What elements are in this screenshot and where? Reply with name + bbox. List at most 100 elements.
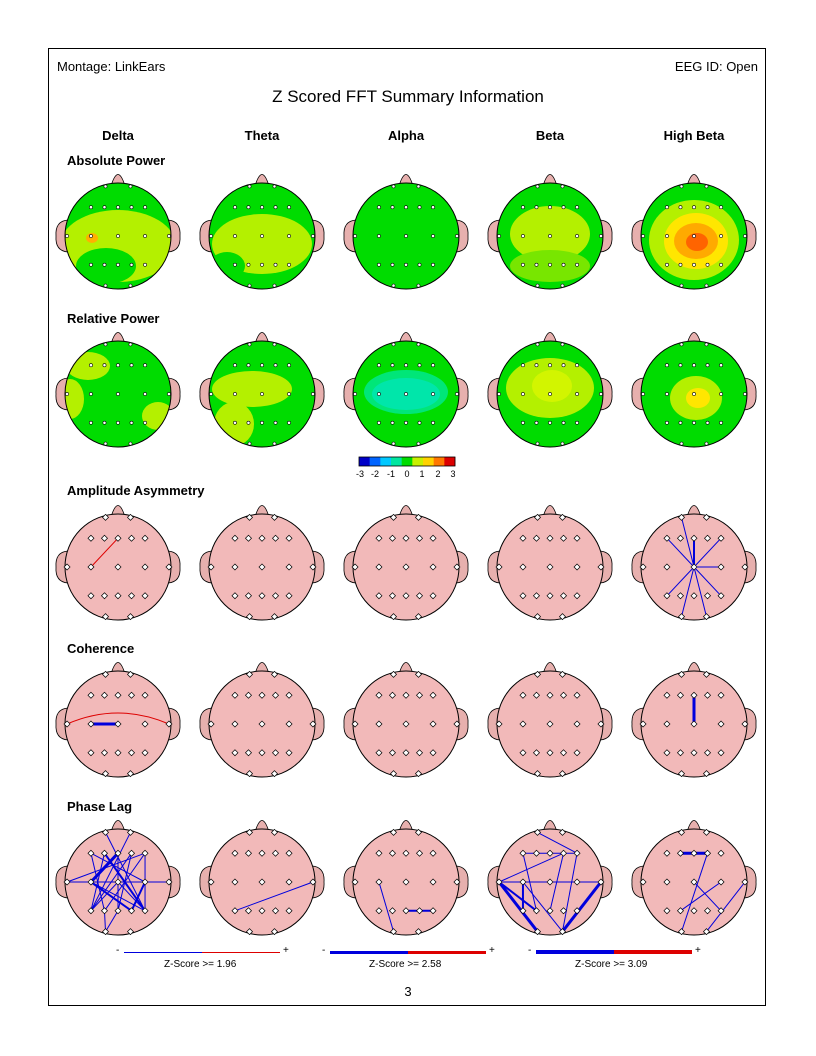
electrode [741, 563, 749, 571]
electrode [704, 849, 712, 857]
electrode [402, 691, 410, 699]
contour-region [76, 248, 136, 284]
scalp-outline [496, 182, 604, 290]
right-ear [743, 707, 757, 741]
electrode [548, 392, 552, 396]
electrode [534, 262, 539, 267]
connection-line [497, 881, 539, 933]
electrode [546, 563, 554, 571]
electrode [548, 205, 552, 210]
left-ear [631, 377, 645, 411]
legend-negative-line [124, 952, 202, 953]
scalp-outline [208, 182, 316, 290]
contour-region [366, 183, 446, 204]
left-ear [631, 219, 645, 253]
electrode [560, 342, 565, 347]
electrode [63, 878, 71, 886]
electrode [246, 420, 251, 425]
electrode [560, 184, 565, 189]
electrode [534, 770, 542, 778]
electrode [114, 878, 122, 886]
electrode [128, 441, 133, 446]
electrode [287, 420, 291, 425]
colorbar-segment [401, 457, 413, 466]
electrode [65, 392, 69, 396]
legend-label: Z-Score >= 2.58 [369, 959, 442, 970]
electrode [429, 749, 437, 757]
electrode [519, 563, 527, 571]
right-ear [455, 865, 469, 899]
electrode [416, 342, 421, 347]
electrode [561, 205, 566, 210]
electrode [690, 592, 698, 600]
right-ear [455, 219, 469, 253]
electrode [270, 613, 278, 621]
electrode [63, 720, 71, 728]
colorbar-segment [391, 457, 402, 466]
electrode [309, 878, 317, 886]
connection-line [681, 517, 695, 568]
electrode [165, 878, 173, 886]
electrode [273, 262, 278, 267]
electrode [402, 907, 410, 915]
electrode [429, 592, 437, 600]
electrode [273, 363, 278, 368]
electrode [89, 392, 93, 396]
colorbar-tick: -1 [387, 469, 395, 479]
electrode [272, 184, 277, 189]
electrode [663, 592, 671, 600]
electrode [390, 363, 395, 368]
electrode [548, 420, 552, 425]
electrode [404, 262, 408, 267]
electrode [87, 691, 95, 699]
electrode [429, 534, 437, 542]
electrode [141, 534, 149, 542]
electrode [247, 342, 252, 347]
topomap-contours [364, 370, 448, 414]
electrode [704, 283, 709, 288]
electrode [692, 392, 696, 396]
right-ear [743, 550, 757, 584]
electrode [244, 534, 252, 542]
electrode [375, 592, 383, 600]
electrode [233, 205, 237, 210]
connection-line [90, 881, 119, 912]
electrode [532, 849, 540, 857]
legend-minus: - [322, 945, 326, 956]
electrode [548, 234, 552, 238]
electrode [129, 420, 134, 425]
right-ear [167, 377, 181, 411]
electrode [375, 749, 383, 757]
electrode [100, 534, 108, 542]
electrode [388, 534, 396, 542]
electrode [114, 534, 122, 542]
electrode [272, 849, 280, 857]
topomap-head [55, 332, 181, 448]
left-ear [343, 377, 357, 411]
electrode [126, 828, 134, 836]
electrode [287, 392, 291, 396]
electrode [377, 420, 381, 425]
coherence-head [55, 662, 181, 778]
electrode [143, 205, 147, 210]
electrode [663, 749, 671, 757]
connection-line [130, 881, 146, 912]
electrode [285, 720, 293, 728]
electrode [416, 184, 421, 189]
electrode [532, 907, 540, 915]
topomap-head [199, 332, 325, 448]
topomap-contours [65, 183, 171, 284]
electrode [244, 691, 252, 699]
electrode [246, 205, 251, 210]
electrode [272, 342, 277, 347]
electrode [521, 420, 525, 425]
electrode [128, 534, 136, 542]
left-ear [55, 219, 69, 253]
electrode [678, 613, 686, 621]
electrode [534, 513, 542, 521]
band-theta: Theta [244, 128, 280, 143]
electrode [455, 392, 459, 396]
electrode [546, 878, 554, 886]
legend-positive-line [614, 950, 692, 954]
electrode [560, 907, 568, 915]
